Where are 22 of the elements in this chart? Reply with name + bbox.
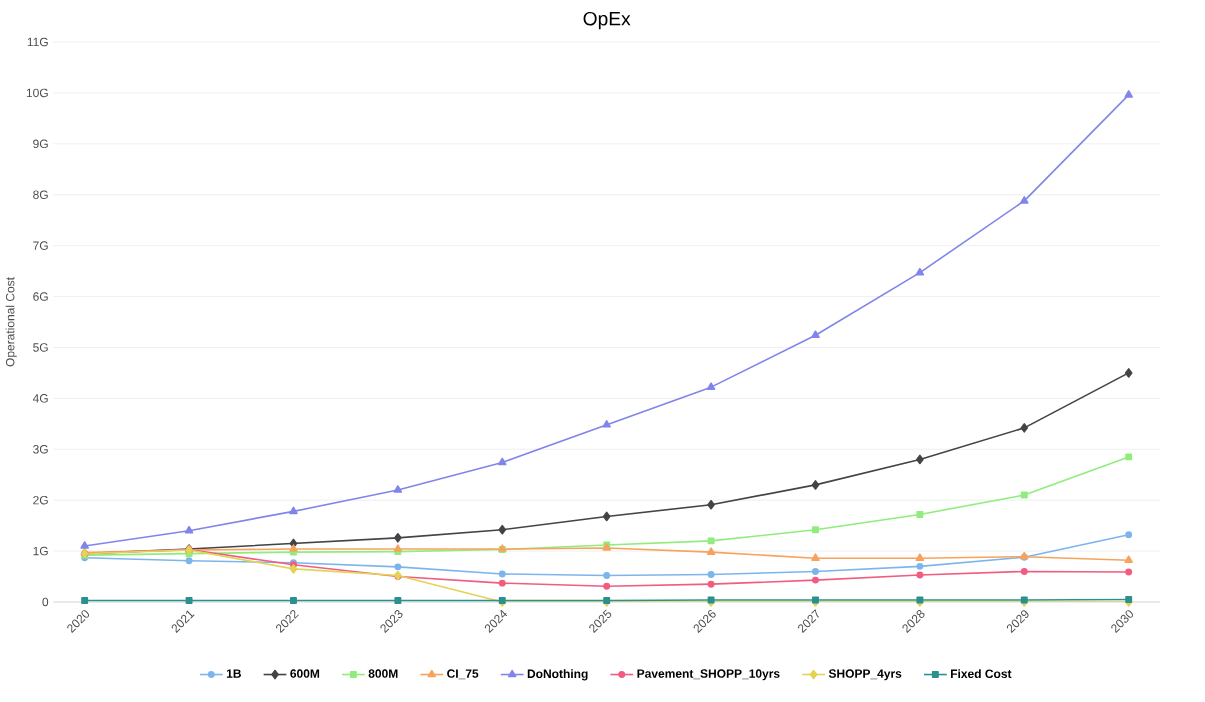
legend-label: 600M	[290, 669, 320, 678]
y-tick-label: 3G	[33, 445, 48, 454]
y-tick-label: 7G	[33, 241, 48, 250]
y-tick-label: 6G	[33, 292, 48, 301]
y-tick-label: 5G	[33, 343, 48, 352]
y-tick-label: 11G	[27, 37, 48, 47]
legend-label: DoNothing	[527, 669, 588, 681]
y-tick-label: 9G	[33, 139, 48, 149]
chart-title: OpEx	[583, 11, 631, 30]
y-tick-label: 0	[42, 597, 49, 607]
y-tick-label: 1G	[33, 546, 48, 556]
legend-label: SHOPP_4yrs	[828, 669, 902, 681]
legend-label: Pavement_SHOPP_10yrs	[637, 669, 780, 681]
legend-label: 800M	[368, 669, 398, 678]
y-tick-label: 4G	[32, 394, 48, 403]
y-tick-label: 8G	[33, 190, 48, 199]
y-tick-label: 10G	[26, 88, 48, 98]
y-axis-title: Operational Cost	[5, 277, 17, 367]
legend-label: Fixed Cost	[950, 669, 1012, 679]
legend-label: CI_75	[447, 669, 479, 680]
legend-label: 1B	[226, 669, 241, 678]
y-tick-label: 2G	[33, 495, 48, 505]
